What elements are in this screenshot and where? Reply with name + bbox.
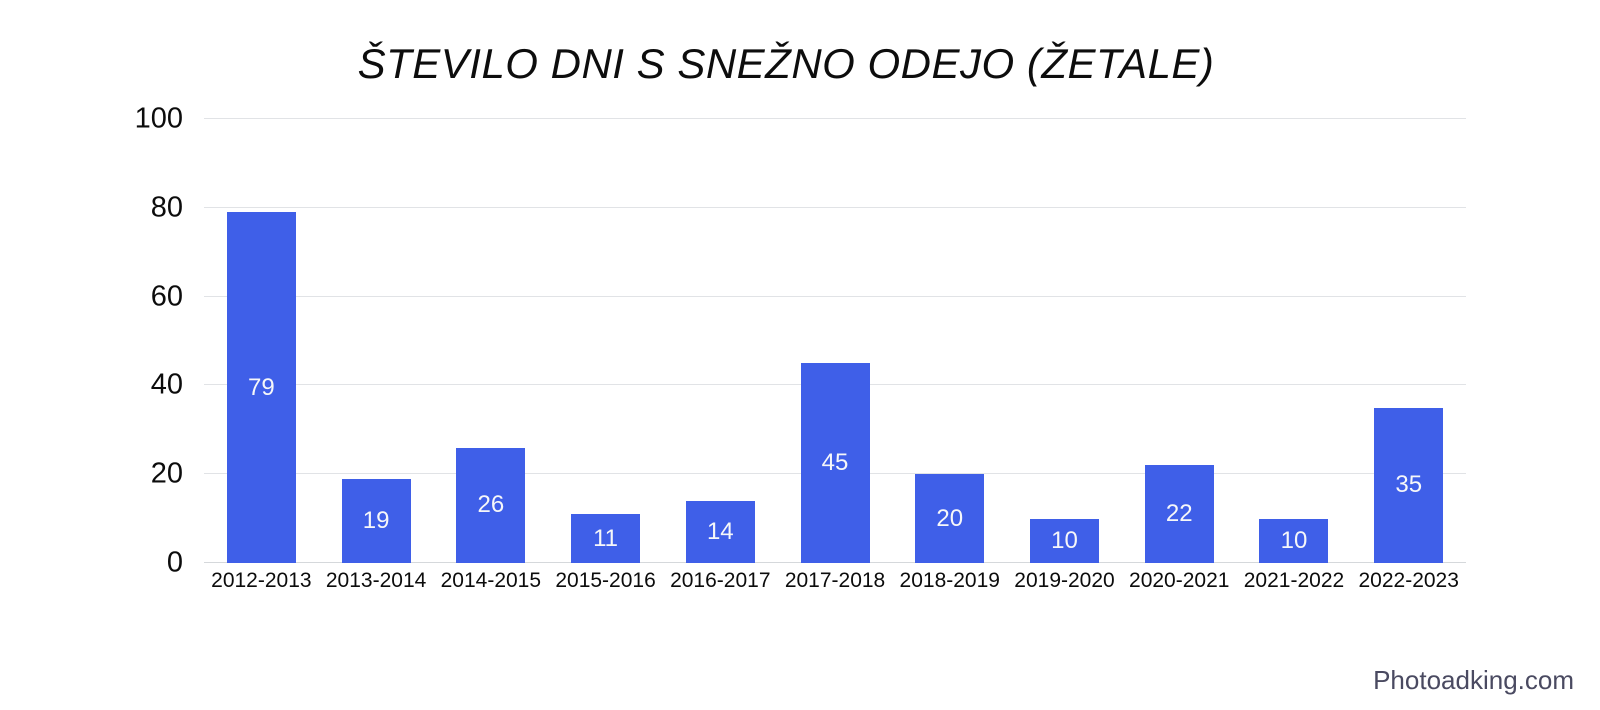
gridline — [204, 118, 1466, 119]
x-axis-tick-label: 2019-2020 — [1014, 569, 1115, 592]
y-axis-tick-label: 20 — [150, 457, 183, 490]
y-axis-tick-label: 60 — [150, 280, 183, 313]
y-axis-tick-label: 40 — [150, 368, 183, 401]
bar-value-label: 14 — [706, 517, 734, 545]
bar-slot: 19 — [319, 119, 434, 563]
bar-value-label: 26 — [477, 491, 505, 519]
bar-slot: 35 — [1351, 119, 1466, 563]
bar-2017-2018: 45 — [800, 363, 870, 563]
bar-slot: 10 — [1007, 119, 1122, 563]
bar-slot: 20 — [892, 119, 1007, 563]
x-axis-tick-label: 2014-2015 — [440, 569, 542, 592]
bar-slot: 22 — [1122, 119, 1237, 563]
bar-slot: 26 — [433, 119, 548, 563]
x-axis-tick-label: 2013-2014 — [325, 569, 427, 592]
bar-slot: 11 — [548, 119, 663, 563]
x-axis: 2012-2013 2013-2014 2014-2015 2015-2016 2016… — [204, 569, 1466, 593]
bar-slot: 45 — [778, 119, 893, 563]
bar-2012-2013: 79 — [226, 212, 296, 563]
y-axis: 0 20 40 60 80 100 — [0, 104, 183, 577]
x-axis-tick-label: 2020-2021 — [1129, 569, 1230, 592]
x-axis-tick-label: 2018-2019 — [899, 569, 1000, 592]
bar-value-label: 10 — [1051, 526, 1078, 554]
bar-value-label: 11 — [593, 524, 619, 552]
bar-value-label: 19 — [362, 506, 390, 534]
gridline — [204, 206, 1466, 208]
x-axis-tick-label: 2015-2016 — [555, 569, 656, 592]
bar-2015-2016: 11 — [571, 514, 641, 563]
bar-value-label: 22 — [1165, 500, 1193, 528]
bar-2013-2014: 19 — [341, 478, 411, 563]
chart-title: ŠTEVILO DNI S SNEŽNO ODEJO (ŽETALE) — [357, 40, 1215, 87]
y-axis-tick-label: 100 — [134, 102, 183, 135]
bar-2019-2020: 10 — [1030, 518, 1099, 563]
y-axis-tick-label: 80 — [150, 191, 183, 224]
bar-value-label: 20 — [936, 504, 964, 532]
plot-area: 79 19 26 11 14 45 20 10 22 10 35 — [204, 118, 1466, 563]
gridline — [204, 295, 1466, 297]
y-axis-tick-label: 0 — [166, 546, 183, 579]
bar-value-label: 35 — [1395, 471, 1423, 499]
bar-2020-2021: 22 — [1144, 465, 1214, 563]
bar-2016-2017: 14 — [685, 500, 755, 563]
bar-value-label: 45 — [821, 449, 849, 477]
watermark: Photoadking.com — [1373, 665, 1574, 695]
bar-2022-2023: 35 — [1374, 407, 1444, 563]
bar-2018-2019: 20 — [915, 474, 985, 563]
x-axis-tick-label: 2016-2017 — [670, 569, 771, 592]
bar-value-label: 10 — [1280, 526, 1308, 554]
bar-slot: 14 — [663, 119, 778, 563]
bar-2014-2015: 26 — [456, 447, 526, 563]
bar-slot: 79 — [204, 119, 319, 563]
bar-2021-2022: 10 — [1259, 518, 1329, 563]
bars-row: 79 19 26 11 14 45 20 10 22 10 35 — [204, 119, 1466, 563]
x-axis-tick-label: 2022-2023 — [1358, 569, 1459, 592]
bar-value-label: 79 — [248, 373, 275, 401]
x-axis-tick-label: 2012-2013 — [211, 569, 312, 592]
x-axis-tick-label: 2017-2018 — [784, 569, 886, 592]
x-axis-tick-label: 2021-2022 — [1243, 569, 1345, 592]
bar-slot: 10 — [1237, 119, 1352, 563]
